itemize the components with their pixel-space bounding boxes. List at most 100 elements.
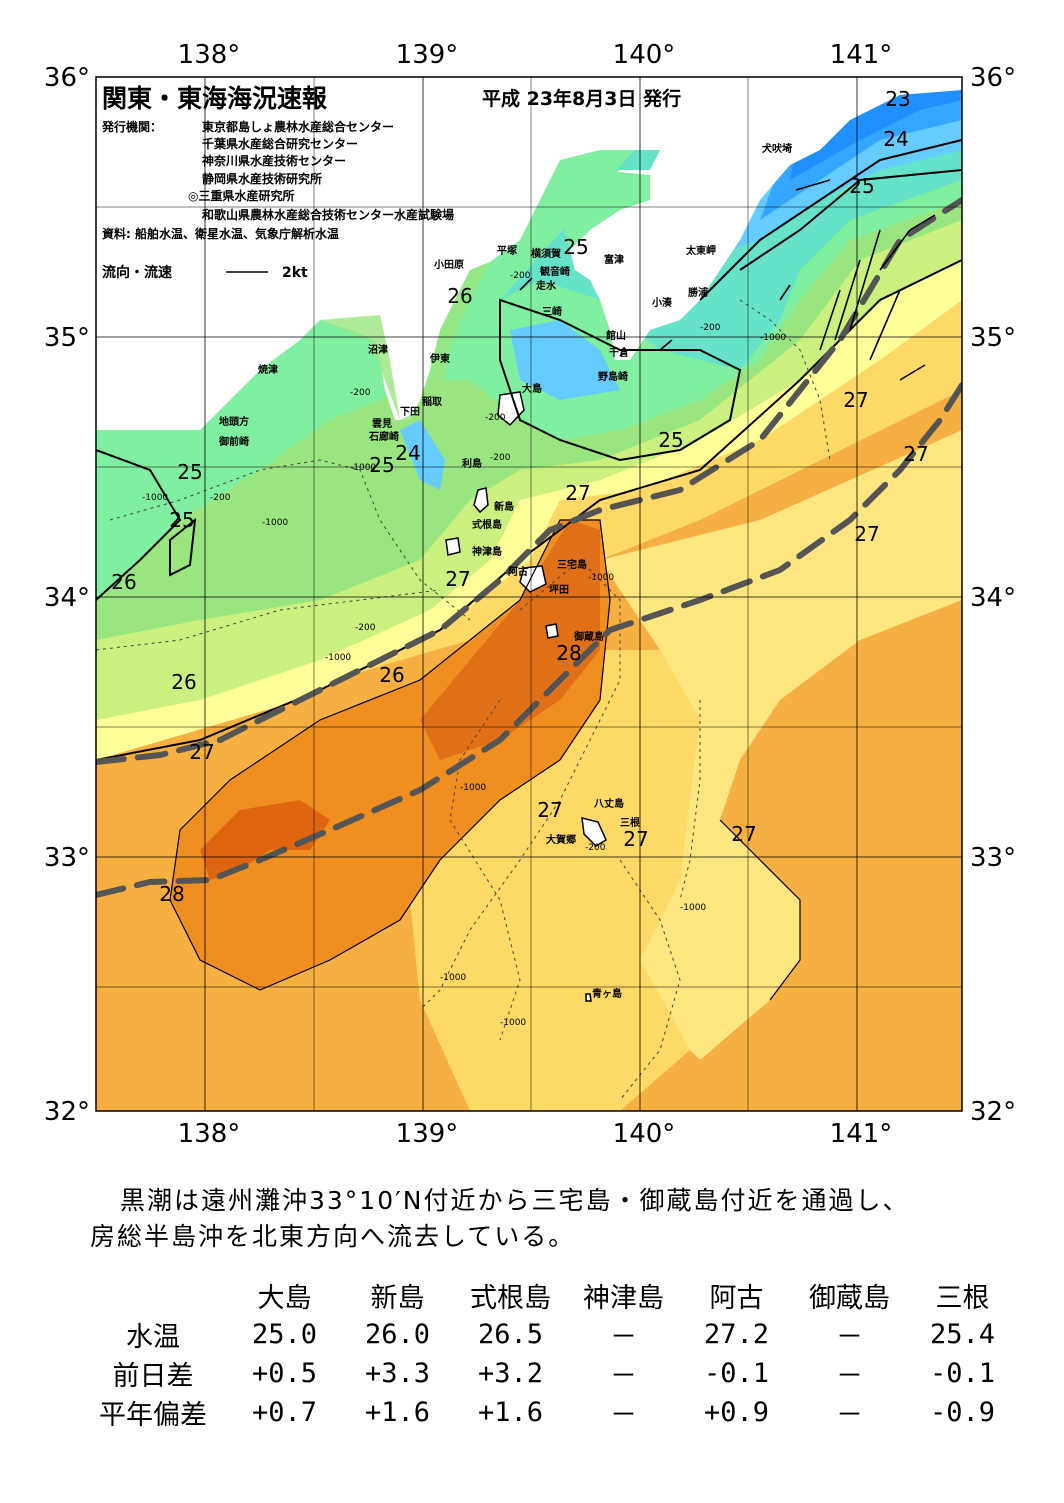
island-outlines bbox=[445, 391, 607, 1002]
place-name: 三宅島 bbox=[557, 558, 587, 571]
isotherm-label: 23 bbox=[885, 87, 910, 111]
depth-label: -1000 bbox=[440, 973, 466, 983]
place-name: 大島 bbox=[522, 382, 542, 395]
depth-label: -1000 bbox=[500, 1018, 526, 1028]
lon-label: 141° bbox=[830, 1119, 893, 1149]
place-name: 稲取 bbox=[422, 395, 443, 408]
isotherm-label: 25 bbox=[169, 508, 194, 532]
lon-labels-bottom: 138° 139° 140° 141° bbox=[178, 1119, 893, 1149]
isotherm-label: 24 bbox=[395, 441, 420, 465]
issue-date: 平成 23年8月3日 発行 bbox=[482, 87, 681, 110]
isotherm-label: 25 bbox=[658, 428, 683, 452]
lat-label: 35° bbox=[44, 323, 90, 353]
map-title: 関東・東海海況速報 bbox=[102, 84, 328, 113]
isotherm-label: 26 bbox=[171, 670, 196, 694]
place-name: 地頭方 bbox=[219, 415, 249, 428]
depth-label: -1000 bbox=[350, 463, 376, 473]
depth-labels: -200 -200 -200 -200 -200 -200 -200 -200 … bbox=[142, 271, 786, 1028]
place-name: 石廊崎 bbox=[368, 430, 399, 443]
summary-text: 黒潮は遠州灘沖33°10′N付近から三宅島・御蔵島付近を通過し、 房総半島沖を北… bbox=[90, 1183, 1030, 1255]
isotherm-label: 24 bbox=[883, 127, 908, 151]
summary-line: 房総半島沖を北東方向へ流去している。 bbox=[90, 1222, 576, 1251]
cell: +1.6 bbox=[477, 1397, 544, 1428]
station-header: 大島 bbox=[257, 1283, 312, 1314]
place-name: 利島 bbox=[462, 457, 482, 470]
place-name: 館山 bbox=[605, 329, 626, 342]
tokyo-bay-shade bbox=[560, 170, 650, 250]
zone-28-miyake bbox=[420, 520, 600, 760]
place-name: 式根島 bbox=[472, 518, 502, 531]
place-name: 犬吠埼 bbox=[762, 142, 792, 155]
cell: 25.0 bbox=[251, 1319, 318, 1350]
place-name: 平塚 bbox=[497, 244, 517, 257]
place-name: 大賀郷 bbox=[546, 833, 576, 846]
depth-label: -1000 bbox=[262, 518, 288, 528]
place-name: 下田 bbox=[400, 406, 420, 418]
place-name: 走水 bbox=[535, 279, 557, 292]
depth-label: -1000 bbox=[680, 903, 706, 913]
place-name: 三崎 bbox=[542, 305, 562, 318]
cell: +0.7 bbox=[251, 1397, 318, 1428]
cell: 27.2 bbox=[703, 1319, 770, 1350]
place-name: 坪田 bbox=[549, 583, 569, 596]
depth-label: -200 bbox=[585, 843, 606, 853]
cell: +3.3 bbox=[364, 1358, 431, 1389]
mikurajima-island bbox=[546, 624, 558, 638]
place-name: 御前崎 bbox=[218, 435, 249, 448]
depth-label: -1000 bbox=[588, 573, 614, 583]
isotherm-label: 25 bbox=[369, 453, 394, 477]
place-name: 野島崎 bbox=[598, 370, 628, 383]
station-header: 三根 bbox=[935, 1283, 990, 1314]
flow-legend-label: 流向・流速 bbox=[102, 264, 172, 281]
table-row: 前日差 +0.5 +3.3 +3.2 － -0.1 － -0.1 bbox=[78, 1354, 1019, 1393]
isotherm-label: 27 bbox=[854, 522, 879, 546]
lon-label: 139° bbox=[396, 40, 459, 70]
lat-label: 32° bbox=[44, 1097, 90, 1127]
place-name: 雲見 bbox=[372, 418, 392, 430]
lat-labels-left: 36° 35° 34° 33° 32° bbox=[44, 63, 90, 1127]
place-name: 観音崎 bbox=[540, 265, 570, 278]
station-header: 阿古 bbox=[709, 1283, 764, 1314]
grid bbox=[95, 76, 963, 1112]
place-name: 三根 bbox=[620, 816, 640, 829]
place-name: 沼津 bbox=[368, 343, 388, 356]
publisher-label: 発行機関： bbox=[101, 119, 162, 134]
depth-label: -1000 bbox=[460, 783, 486, 793]
lat-label: 34° bbox=[44, 583, 90, 613]
cell: 25.4 bbox=[929, 1319, 996, 1350]
lon-labels-top: 138° 139° 140° 141° bbox=[178, 40, 893, 70]
place-name: 富津 bbox=[604, 253, 624, 266]
isotherm-labels: 23 24 25 25 26 25 24 25 25 25 26 27 26 2… bbox=[111, 87, 928, 906]
lon-label: 138° bbox=[178, 40, 241, 70]
place-name: 阿古 bbox=[508, 565, 528, 578]
source-line: 資料: 船舶水温、衛星水温、気象庁解析水温 bbox=[102, 226, 339, 241]
place-name: 神津島 bbox=[472, 545, 502, 558]
table-header-row: 大島 新島 式根島 神津島 阿古 御蔵島 三根 bbox=[78, 1276, 1019, 1315]
lat-label: 33° bbox=[44, 843, 90, 873]
place-name: 伊東 bbox=[429, 352, 450, 365]
depth-label: -200 bbox=[210, 493, 231, 503]
zone-24-oshima bbox=[510, 320, 620, 400]
isotherm-label: 25 bbox=[563, 235, 588, 259]
cell: 26.5 bbox=[477, 1319, 544, 1350]
cell: -0.1 bbox=[929, 1358, 996, 1389]
map-svg: 138° 139° 140° 141° 138° 139° 140° 141° … bbox=[44, 40, 1016, 1149]
place-name: 御蔵島 bbox=[573, 630, 604, 643]
lat-label: 34° bbox=[970, 583, 1016, 613]
depth-label: -200 bbox=[485, 413, 506, 423]
publisher: 和歌山県農林水産総合技術センター水産試験場 bbox=[201, 207, 454, 222]
cell: -0.9 bbox=[929, 1397, 996, 1428]
place-names: 犬吠埼 太東岬 勝浦 小湊 富津 観音崎 横須賀 走水 三崎 平塚 小田原 館山… bbox=[218, 142, 792, 1000]
publisher-list: 東京都島しょ農林水産総合センター 千葉県水産総合研究センター 神奈川県水産技術セ… bbox=[188, 119, 454, 222]
isotherm-label: 28 bbox=[556, 641, 581, 665]
lat-labels-right: 36° 35° 34° 33° 32° bbox=[970, 63, 1016, 1127]
land bbox=[96, 77, 962, 1001]
depth-label: -1000 bbox=[760, 333, 786, 343]
cell: +3.2 bbox=[477, 1358, 544, 1389]
kozushima-island bbox=[446, 538, 460, 555]
isotherm-label: 27 bbox=[731, 822, 756, 846]
publisher: 千葉県水産総合研究センター bbox=[202, 136, 358, 151]
publisher: 神奈川県水産技術センター bbox=[202, 153, 346, 168]
station-header: 御蔵島 bbox=[809, 1283, 890, 1314]
place-name: 千倉 bbox=[609, 346, 630, 359]
